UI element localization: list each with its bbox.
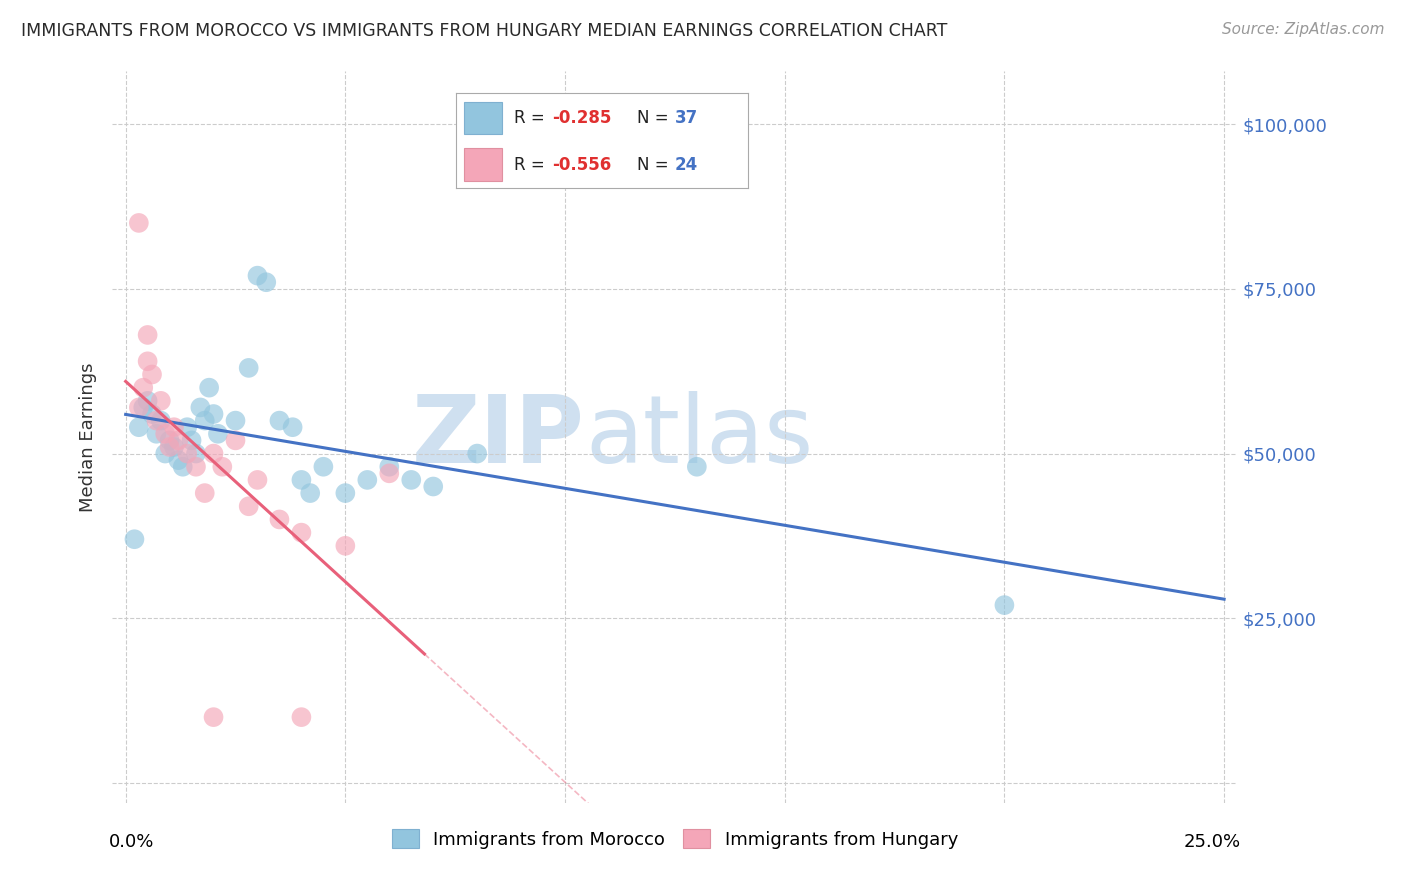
Point [238, 500, 260, 514]
Point [290, 710, 312, 724]
Point [335, 539, 357, 553]
Point [254, 275, 277, 289]
Point [184, 459, 207, 474]
Point [153, 426, 177, 441]
Point [198, 381, 221, 395]
Point [145, 426, 167, 441]
Point [356, 473, 378, 487]
Point [993, 598, 1015, 612]
Text: Source: ZipAtlas.com: Source: ZipAtlas.com [1222, 22, 1385, 37]
Point [225, 434, 247, 448]
Point [335, 486, 357, 500]
Point [202, 446, 225, 460]
Point [686, 459, 709, 474]
Point [202, 407, 225, 421]
Point [211, 459, 233, 474]
Point [159, 434, 181, 448]
Point [194, 414, 217, 428]
Point [124, 533, 146, 547]
Point [401, 473, 423, 487]
Point [246, 473, 269, 487]
Point [207, 426, 229, 441]
Point [149, 393, 172, 408]
Point [269, 414, 291, 428]
Y-axis label: Median Earnings: Median Earnings [79, 362, 97, 512]
Point [225, 414, 247, 428]
Point [128, 216, 150, 230]
Text: 25.0%: 25.0% [1184, 833, 1240, 851]
Point [465, 446, 488, 460]
Point [290, 473, 312, 487]
Point [188, 401, 212, 415]
Point [132, 381, 155, 395]
Point [246, 268, 269, 283]
Point [238, 360, 260, 375]
Point [281, 420, 304, 434]
Point [167, 453, 190, 467]
Point [180, 434, 202, 448]
Point [184, 446, 207, 460]
Text: atlas: atlas [585, 391, 813, 483]
Point [141, 368, 163, 382]
Point [145, 414, 167, 428]
Point [378, 467, 401, 481]
Point [153, 446, 177, 460]
Point [299, 486, 322, 500]
Point [136, 393, 159, 408]
Point [163, 440, 186, 454]
Text: 0.0%: 0.0% [110, 833, 155, 851]
Point [290, 525, 312, 540]
Point [312, 459, 335, 474]
Point [163, 420, 186, 434]
Point [136, 354, 159, 368]
Point [128, 401, 150, 415]
Point [128, 420, 150, 434]
Point [269, 512, 291, 526]
Point [149, 414, 172, 428]
Point [136, 327, 159, 342]
Point [167, 434, 190, 448]
Point [422, 479, 444, 493]
Point [132, 401, 155, 415]
Point [176, 420, 198, 434]
Point [159, 440, 181, 454]
Point [172, 459, 194, 474]
Legend: Immigrants from Morocco, Immigrants from Hungary: Immigrants from Morocco, Immigrants from… [384, 822, 966, 856]
Point [141, 407, 163, 421]
Text: ZIP: ZIP [412, 391, 585, 483]
Text: IMMIGRANTS FROM MOROCCO VS IMMIGRANTS FROM HUNGARY MEDIAN EARNINGS CORRELATION C: IMMIGRANTS FROM MOROCCO VS IMMIGRANTS FR… [21, 22, 948, 40]
Point [176, 446, 198, 460]
Point [378, 459, 401, 474]
Point [202, 710, 225, 724]
Point [194, 486, 217, 500]
